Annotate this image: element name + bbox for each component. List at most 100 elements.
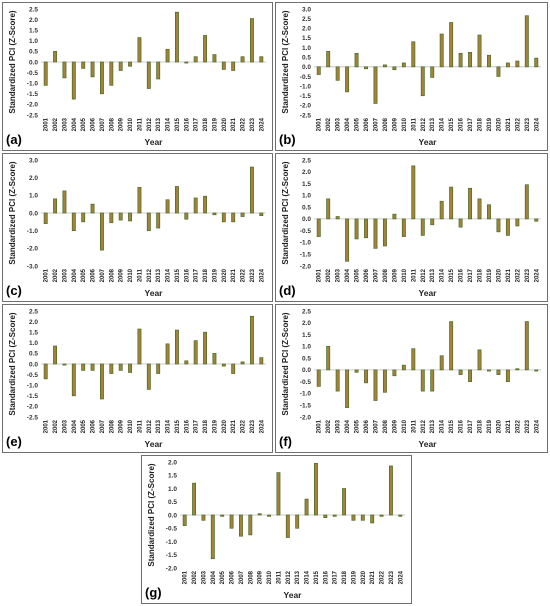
y-tick-label: 1.0 [29, 38, 38, 45]
bar-2023 [388, 465, 393, 516]
x-tick-label: 2014 [166, 268, 172, 282]
x-tick-label: 2013 [295, 570, 301, 584]
x-tick-label: 2023 [525, 419, 531, 433]
bar-2020 [496, 66, 501, 77]
bar-2007 [373, 218, 378, 249]
bar-2022 [515, 60, 520, 68]
bar-2009 [392, 213, 397, 220]
bar-2023 [524, 184, 529, 220]
x-tick-label: 2003 [336, 268, 342, 282]
y-tick-label: 1.5 [168, 473, 177, 480]
bar-2022 [240, 361, 245, 365]
bar-2018 [203, 331, 208, 365]
x-tick-label: 2012 [147, 117, 153, 131]
bar-2010 [128, 363, 133, 373]
chart-panel-e: 2.5 2.0 1.5 1.0 0.5 0.0 -0.5 -1.0 -1.5 -2.0 -2.5 20… [2, 304, 273, 453]
y-axis-label: Standardized PCI (Z-Score) [281, 312, 290, 415]
x-axis-label: Year [145, 439, 164, 449]
x-tick-label: 2005 [81, 419, 87, 433]
panel-label: (e) [6, 434, 22, 449]
x-tick-label: 2010 [402, 268, 408, 282]
x-tick-label: 2021 [231, 419, 237, 433]
bar-2012 [420, 369, 425, 392]
y-tick-label: -1.0 [27, 383, 39, 390]
y-tick-label: 1.0 [168, 486, 177, 493]
bar-2015 [174, 186, 179, 214]
x-tick-label: 2010 [402, 117, 408, 131]
x-tick-label: 2004 [345, 268, 351, 282]
bar-2024 [398, 514, 403, 517]
x-tick-label: 2021 [231, 117, 237, 131]
x-tick-label: 2018 [203, 268, 209, 282]
x-tick-label: 2022 [380, 570, 386, 584]
x-tick-label: 2006 [364, 117, 370, 131]
bar-2019 [212, 353, 217, 365]
bar-2014 [165, 343, 170, 365]
x-tick-label: 2012 [286, 570, 292, 584]
bar-2018 [477, 349, 482, 371]
x-tick-label: 2024 [534, 268, 540, 282]
panel-label: (a) [6, 132, 22, 147]
y-tick-label: 0.0 [29, 361, 38, 368]
bar-2005 [354, 218, 359, 240]
x-tick-label: 2001 [183, 570, 189, 584]
y-tick-label: 1.0 [302, 344, 311, 351]
x-tick-label: 2014 [305, 570, 311, 584]
y-tick-label: 0.0 [302, 367, 311, 374]
y-axis-label: Standardized PCI (Z-Score) [281, 10, 290, 113]
y-tick-label: 1.0 [302, 193, 311, 200]
bar-2019 [212, 54, 217, 63]
x-tick-label: 2015 [175, 117, 181, 131]
x-tick-label: 2010 [128, 268, 134, 282]
bar-2012 [420, 218, 425, 236]
bar-2015 [313, 462, 318, 516]
x-tick-label: 2012 [147, 268, 153, 282]
x-tick-label: 2011 [137, 268, 143, 282]
bar-2007 [99, 212, 104, 251]
bar-2002 [326, 51, 331, 68]
bar-2010 [401, 218, 406, 237]
bar-2007 [99, 363, 104, 400]
x-tick-label: 2011 [137, 419, 143, 433]
x-tick-label: 2020 [222, 117, 228, 131]
bar-2017 [468, 369, 473, 383]
bar-2009 [118, 363, 123, 371]
x-tick-label: 2021 [506, 419, 512, 433]
x-tick-label: 2023 [250, 268, 256, 282]
x-tick-label: 2019 [212, 419, 218, 433]
bar-2008 [382, 369, 387, 393]
x-tick-label: 2020 [361, 570, 367, 584]
bar-2006 [90, 61, 95, 78]
x-tick-label: 2019 [487, 117, 493, 131]
x-tick-label: 2013 [430, 117, 436, 131]
y-axis-label: Standardized PCI (Z-Score) [8, 312, 17, 415]
x-tick-label: 2017 [194, 268, 200, 282]
x-tick-label: 2003 [62, 419, 68, 433]
y-tick-label: -1.5 [300, 252, 312, 259]
x-tick-label: 2017 [333, 570, 339, 584]
y-tick-label: -1.5 [166, 552, 178, 559]
y-tick-label: -1.0 [27, 228, 39, 235]
bar-2001 [43, 363, 48, 380]
x-tick-label: 2020 [222, 268, 228, 282]
bar-2018 [203, 35, 208, 63]
bar-2009 [118, 61, 123, 71]
x-tick-label: 2019 [212, 268, 218, 282]
y-tick-label: 2.0 [29, 17, 38, 24]
y-tick-label: -0.5 [27, 372, 39, 379]
bar-2014 [165, 199, 170, 214]
x-tick-label: 2017 [194, 419, 200, 433]
bar-2017 [193, 56, 198, 63]
bar-2008 [382, 64, 387, 68]
bar-2011 [411, 41, 416, 68]
bar-2004 [71, 363, 76, 397]
y-tick-label: 2.0 [302, 320, 311, 327]
y-tick-label: 1.0 [29, 340, 38, 347]
x-axis-label: Year [145, 137, 164, 147]
y-tick-label: 1.5 [302, 332, 311, 339]
x-axis-label: Year [419, 439, 438, 449]
x-tick-label: 2005 [81, 268, 87, 282]
bar-2017 [468, 187, 473, 220]
bar-2010 [128, 212, 133, 222]
